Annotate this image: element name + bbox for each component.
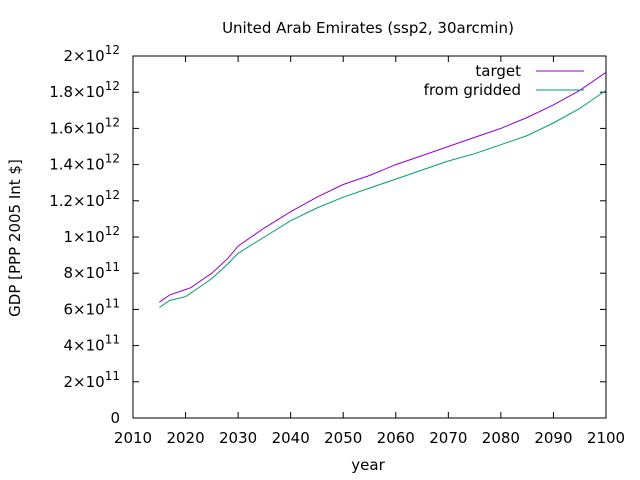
x-axis-ticks: 2010 2020 2030 2040 2050 2060 2070 2080 2090 2100 — [114, 56, 625, 447]
series-line-from-gridded — [159, 89, 607, 309]
x-tick-label: 2080 — [482, 429, 520, 447]
y-tick-label: 4×1011 — [64, 333, 120, 355]
y-tick-label: 1.8×1012 — [49, 79, 120, 101]
legend-label: target — [475, 62, 521, 80]
plot-frame — [132, 55, 607, 419]
y-tick-label: 2×1012 — [64, 43, 120, 65]
x-axis-label: year — [351, 456, 385, 474]
x-tick-label: 2020 — [166, 429, 204, 447]
legend-label: from gridded — [424, 81, 521, 99]
x-tick-label: 2060 — [377, 429, 415, 447]
x-tick-label: 2050 — [324, 429, 362, 447]
x-tick-label: 2010 — [114, 429, 152, 447]
x-tick-label: 2030 — [219, 429, 257, 447]
y-axis-label: GDP [PPP 2005 Int $] — [6, 159, 24, 317]
x-tick-label: 2070 — [429, 429, 467, 447]
y-tick-label: 2×1011 — [64, 369, 120, 391]
y-tick-label: 0 — [110, 409, 120, 427]
series-line-target — [159, 71, 607, 303]
y-tick-label: 8×1011 — [64, 260, 120, 282]
x-tick-label: 2040 — [272, 429, 310, 447]
x-tick-label: 2090 — [534, 429, 572, 447]
y-tick-label: 6×1011 — [64, 296, 120, 318]
series-lines — [159, 71, 607, 309]
y-tick-label: 1.2×1012 — [49, 188, 120, 210]
y-axis-ticks: 0 2×1011 4×1011 6×1011 8×1011 1×1012 1.2×1012 1… — [49, 43, 606, 427]
y-tick-label: 1.4×1012 — [49, 152, 120, 174]
y-tick-label: 1×1012 — [64, 224, 120, 246]
chart-title: United Arab Emirates (ssp2, 30arcmin) — [222, 19, 514, 37]
y-tick-label: 1.6×1012 — [49, 115, 120, 137]
x-tick-label: 2100 — [587, 429, 625, 447]
plot-border — [132, 55, 607, 419]
